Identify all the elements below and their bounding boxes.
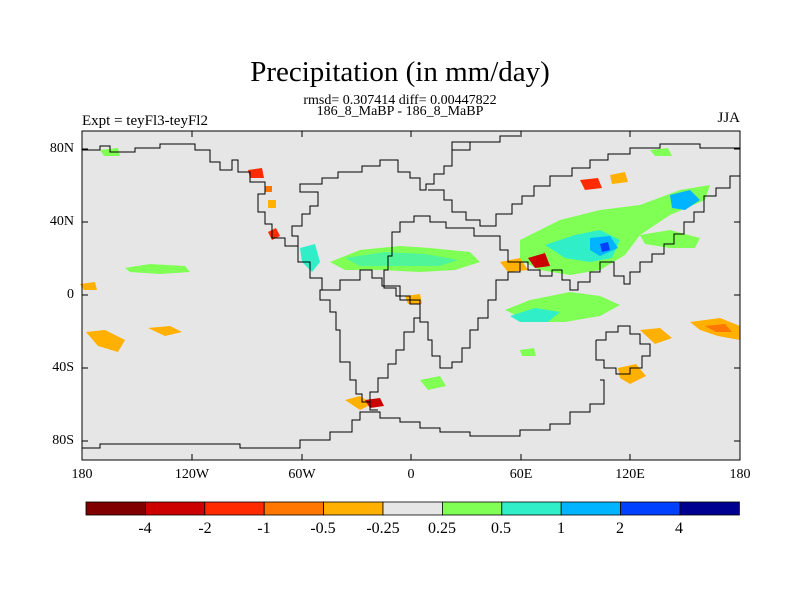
patch-nw-america-red — [248, 168, 264, 178]
patch-antarctic-green — [420, 376, 446, 390]
rmsd-diff-stats: rmsd= 0.307414 diff= 0.00447822 — [303, 93, 497, 108]
x-tick-label: 0 — [407, 467, 415, 482]
colorbar-label: 0.5 — [491, 520, 511, 537]
plot-subtitle: 186_8_MaBP - 186_8_MaBP — [316, 104, 484, 119]
patch-indian-ocean-cyan — [510, 308, 560, 322]
coast-labrador — [291, 135, 520, 246]
colorbar — [85, 501, 740, 516]
patch-africa-dots — [345, 252, 458, 266]
colorbar-box — [263, 501, 325, 516]
patch-monsoon-dark — [600, 242, 610, 252]
season-label: JJA — [717, 110, 740, 126]
x-tick-label: 60E — [509, 467, 533, 482]
patch-central-america — [300, 244, 320, 272]
patch-s-ocean-orange — [618, 364, 646, 384]
patch-east-pacific — [125, 264, 190, 274]
patch-china-red — [580, 178, 602, 190]
plot-title: Precipitation (in mm/day) — [250, 56, 550, 88]
colorbar-box — [441, 501, 503, 516]
patch-asia-orange — [610, 172, 628, 184]
patch-atlantic-s-orange — [80, 282, 97, 290]
coast-antarctica — [82, 379, 605, 449]
patch-india-red — [528, 253, 550, 268]
coast-africa — [383, 215, 521, 369]
anomaly-patches — [80, 148, 740, 410]
axis-ticks — [82, 131, 740, 460]
colorbar-label: -2 — [198, 520, 212, 537]
y-tick-label: 80N — [49, 141, 74, 156]
coast-australia — [595, 325, 651, 375]
y-tick-label: 80S — [52, 433, 74, 448]
y-tick-label: 0 — [67, 287, 74, 302]
y-tick-label: 40S — [52, 360, 74, 375]
patch-japan-blue — [670, 190, 700, 210]
patch-arctic-green2 — [650, 148, 672, 156]
patch-s-pacific-orange — [86, 330, 125, 352]
patch-s-pacific-orange2 — [148, 326, 182, 336]
colorbar-label: -1 — [257, 520, 271, 537]
x-tick-label: 120E — [615, 467, 645, 482]
x-tick-label: 180 — [71, 467, 93, 482]
patch-e-indian-red — [705, 324, 732, 332]
x-tick-label: 180 — [729, 467, 751, 482]
colorbar-box — [620, 501, 681, 516]
patch-nw-america-orange — [268, 200, 276, 208]
colorbar-label: 0.25 — [428, 520, 456, 537]
experiment-label: Expt = teyFl3-teyFl2 — [82, 113, 208, 129]
coastlines — [82, 135, 740, 449]
coast-north-america — [82, 143, 378, 411]
colorbar-box — [560, 501, 622, 516]
coast-asia-south — [520, 175, 740, 291]
x-tick-label: 60W — [288, 467, 316, 482]
colorbar-label: -0.25 — [366, 520, 400, 537]
colorbar-box — [323, 501, 384, 516]
colorbar-box — [501, 501, 562, 516]
colorbar-label: -0.5 — [310, 520, 336, 537]
patch-w-america-red — [268, 228, 280, 240]
colorbar-box — [144, 501, 206, 516]
colorbar-box — [204, 501, 265, 516]
colorbar-box — [382, 501, 443, 516]
patch-s-africa-green — [520, 348, 536, 356]
colorbar-box — [679, 501, 740, 516]
y-tick-label: 40N — [49, 214, 74, 229]
x-tick-label: 120W — [174, 467, 210, 482]
patch-pacific-green — [640, 230, 700, 248]
colorbar-label: 2 — [616, 520, 624, 537]
colorbar-label: 1 — [557, 520, 565, 537]
patch-w-pacific-orange — [640, 328, 672, 344]
coast-greenland — [451, 141, 470, 150]
coast-eurasia — [428, 143, 740, 227]
colorbar-label: 4 — [675, 520, 683, 537]
patch-s-america-orange — [345, 396, 372, 410]
colorbar-box — [85, 501, 146, 516]
colorbar-label: -4 — [138, 520, 152, 537]
patch-nw-america-red2 — [265, 186, 272, 192]
